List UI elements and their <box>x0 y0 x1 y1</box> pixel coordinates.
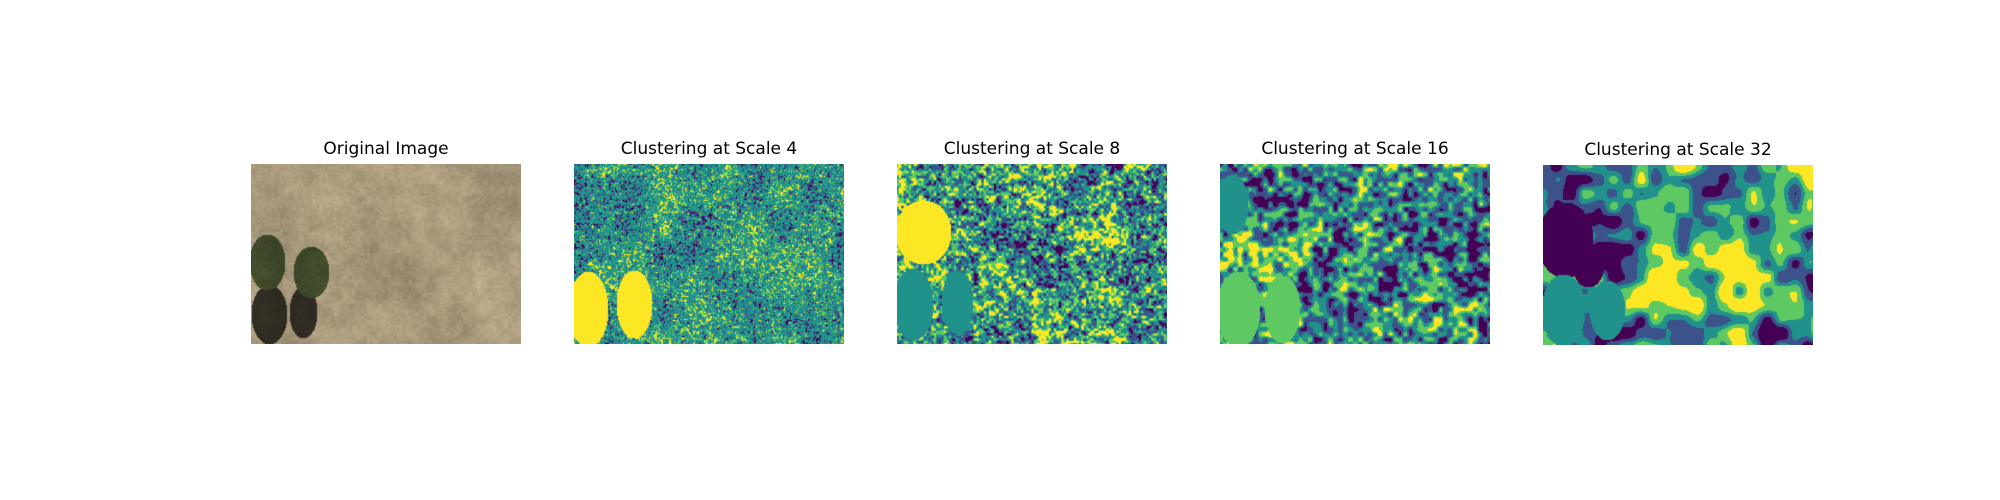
panel-title: Clustering at Scale 8 <box>943 139 1121 159</box>
panel-title: Clustering at Scale 4 <box>620 139 798 159</box>
panel-title: Clustering at Scale 32 <box>1584 140 1772 160</box>
panel-title: Original Image <box>323 139 449 159</box>
cluster-map-scale-4 <box>574 164 844 344</box>
panel-clustering-scale-4: Clustering at Scale 4 <box>574 0 844 500</box>
panel-title: Clustering at Scale 16 <box>1261 139 1449 159</box>
cluster-map-scale-32 <box>1543 165 1813 345</box>
panel-clustering-scale-16: Clustering at Scale 16 <box>1220 0 1490 500</box>
panel-clustering-scale-32: Clustering at Scale 32 <box>1543 0 1813 500</box>
panel-clustering-scale-8: Clustering at Scale 8 <box>897 0 1167 500</box>
cluster-map-scale-16 <box>1220 164 1490 344</box>
panel-original-image: Original Image <box>251 0 521 500</box>
original-aerial-photo <box>251 164 521 344</box>
cluster-map-scale-8 <box>897 164 1167 344</box>
